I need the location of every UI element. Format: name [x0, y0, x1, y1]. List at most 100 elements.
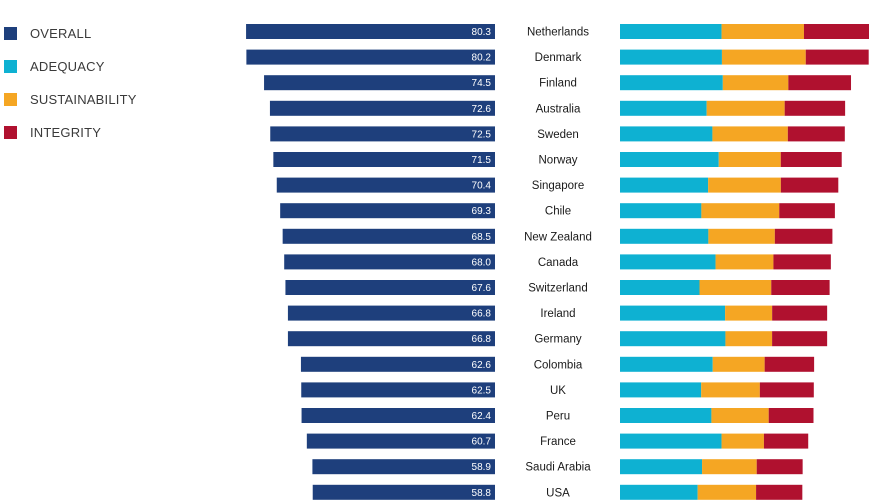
overall-value-label-singapore: 70.4: [472, 181, 492, 192]
overall-value-label-sweden: 72.5: [472, 129, 492, 140]
sustainability-bar-netherlands: [721, 24, 804, 39]
overall-bar-denmark: [246, 49, 495, 65]
country-label-canada: Canada: [538, 257, 579, 269]
integrity-bar-denmark: [805, 49, 869, 65]
country-label-new-zealand: New Zealand: [524, 231, 592, 243]
country-label-saudi-arabia: Saudi Arabia: [525, 462, 591, 474]
adequacy-bar-ireland: [620, 305, 726, 321]
overall-bar-switzerland: [285, 280, 495, 295]
country-label-colombia: Colombia: [534, 359, 583, 371]
adequacy-bar-australia: [620, 100, 707, 116]
adequacy-bar-new-zealand: [620, 228, 709, 244]
overall-bar-finland: [264, 75, 495, 91]
integrity-bar-peru: [768, 408, 814, 423]
integrity-bar-colombia: [764, 356, 815, 372]
adequacy-bar-chile: [620, 203, 702, 219]
country-label-denmark: Denmark: [535, 52, 582, 64]
overall-bar-australia: [269, 100, 495, 116]
legend-swatch-sustainability: [4, 92, 17, 106]
integrity-bar-saudi-arabia: [756, 459, 803, 475]
legend-label-overall: OVERALL: [30, 25, 92, 41]
overall-value-label-peru: 62.4: [472, 411, 492, 422]
overall-bar-colombia: [300, 356, 495, 372]
integrity-bar-canada: [773, 254, 831, 270]
overall-bar-ireland: [287, 305, 495, 321]
sustainability-bar-canada: [715, 254, 774, 270]
sustainability-bar-sweden: [712, 126, 788, 142]
integrity-bar-australia: [784, 100, 846, 116]
overall-bar-new-zealand: [282, 228, 495, 244]
overall-value-label-canada: 68.0: [472, 257, 492, 268]
overall-value-label-australia: 72.6: [472, 104, 492, 115]
country-label-sweden: Sweden: [537, 129, 579, 141]
overall-value-label-netherlands: 80.3: [472, 27, 492, 38]
overall-value-label-chile: 69.3: [472, 206, 492, 217]
overall-bar-sweden: [270, 126, 495, 142]
adequacy-bar-switzerland: [620, 280, 700, 295]
adequacy-bar-finland: [620, 75, 723, 91]
sustainability-bar-usa: [697, 484, 757, 500]
adequacy-bar-france: [620, 433, 722, 449]
country-label-singapore: Singapore: [532, 180, 584, 192]
sustainability-bar-saudi-arabia: [702, 459, 757, 475]
overall-bar-saudi-arabia: [312, 459, 495, 475]
sustainability-bar-ireland: [725, 305, 773, 321]
sustainability-bar-finland: [722, 75, 789, 91]
country-label-finland: Finland: [539, 78, 577, 90]
sustainability-bar-australia: [706, 100, 785, 116]
country-label-norway: Norway: [539, 155, 578, 167]
country-label-ireland: Ireland: [540, 308, 575, 320]
sustainability-bar-new-zealand: [708, 228, 775, 244]
legend-swatch-adequacy: [4, 59, 17, 73]
country-label-chile: Chile: [545, 206, 571, 218]
overall-value-label-germany: 66.8: [472, 334, 492, 345]
country-label-france: France: [540, 436, 576, 448]
integrity-bar-ireland: [772, 305, 828, 321]
integrity-bar-chile: [779, 203, 835, 219]
integrity-bar-norway: [780, 152, 842, 167]
legend-label-sustainability: SUSTAINABILITY: [30, 91, 137, 107]
sustainability-bar-germany: [725, 331, 773, 347]
integrity-bar-usa: [756, 484, 803, 500]
overall-value-label-norway: 71.5: [472, 155, 492, 166]
sustainability-bar-norway: [718, 152, 781, 167]
adequacy-bar-germany: [620, 331, 726, 347]
overall-bar-singapore: [276, 177, 495, 193]
adequacy-bar-sweden: [620, 126, 713, 142]
overall-value-label-france: 60.7: [472, 437, 492, 448]
legend-item-sustainability: SUSTAINABILITY: [4, 90, 137, 108]
adequacy-bar-saudi-arabia: [620, 459, 703, 475]
integrity-bar-uk: [759, 382, 814, 398]
overall-value-label-new-zealand: 68.5: [472, 232, 492, 243]
legend-label-adequacy: ADEQUACY: [30, 58, 105, 74]
overall-value-label-saudi-arabia: 58.9: [472, 462, 492, 473]
sustainability-bar-france: [721, 433, 764, 449]
legend-item-adequacy: ADEQUACY: [4, 57, 105, 75]
integrity-bar-sweden: [787, 126, 845, 142]
overall-bar-france: [306, 433, 495, 449]
overall-value-label-uk: 62.5: [472, 385, 492, 396]
overall-value-label-ireland: 66.8: [472, 309, 492, 320]
overall-bar-norway: [273, 152, 495, 167]
sustainability-bar-singapore: [708, 177, 781, 193]
overall-bar-canada: [284, 254, 495, 270]
overall-bar-usa: [312, 484, 495, 500]
legend-swatch-overall: [4, 26, 17, 40]
overall-value-label-usa: 58.8: [472, 488, 492, 499]
adequacy-bar-usa: [620, 484, 698, 500]
adequacy-bar-peru: [620, 408, 712, 423]
country-label-germany: Germany: [534, 334, 582, 346]
overall-value-label-finland: 74.5: [472, 78, 492, 89]
adequacy-bar-singapore: [620, 177, 709, 193]
integrity-bar-netherlands: [803, 24, 869, 39]
legend-swatch-integrity: [4, 125, 17, 139]
sustainability-bar-peru: [711, 408, 769, 423]
sustainability-bar-denmark: [721, 49, 806, 65]
adequacy-bar-netherlands: [620, 24, 722, 39]
overall-bar-peru: [301, 408, 495, 423]
sustainability-bar-uk: [701, 382, 760, 398]
adequacy-bar-norway: [620, 152, 719, 167]
sustainability-bar-chile: [701, 203, 780, 219]
country-label-netherlands: Netherlands: [527, 27, 589, 39]
